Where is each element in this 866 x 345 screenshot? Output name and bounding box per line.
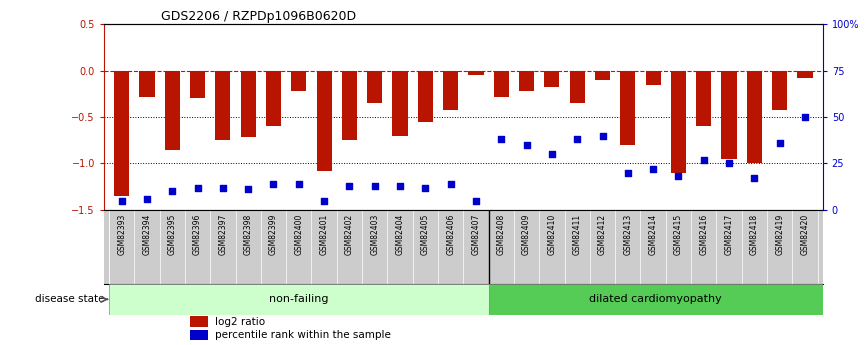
Bar (191, 316, 208, 327)
Text: GSM82405: GSM82405 (421, 214, 430, 255)
Point (267, 181, 281, 187)
Text: GSM82410: GSM82410 (547, 214, 556, 255)
Text: GSM82406: GSM82406 (446, 214, 456, 255)
Bar (469, 71, 483, 75)
Bar (190, 71, 205, 98)
Text: GSM82393: GSM82393 (117, 214, 126, 255)
Text: GSM82415: GSM82415 (674, 214, 683, 255)
Text: GSM82414: GSM82414 (649, 214, 657, 255)
Bar (570, 71, 585, 103)
Text: GSM82409: GSM82409 (522, 214, 531, 255)
Text: GSM82407: GSM82407 (471, 214, 481, 255)
Text: GSM82419: GSM82419 (775, 214, 785, 255)
Point (697, 157, 711, 162)
Bar (545, 71, 559, 87)
Text: GSM82404: GSM82404 (396, 214, 404, 255)
Text: GSM82417: GSM82417 (725, 214, 734, 255)
Text: GSM82400: GSM82400 (294, 214, 303, 255)
Bar (620, 71, 636, 145)
Bar (595, 71, 611, 80)
Bar (494, 71, 509, 97)
Bar (645, 71, 661, 85)
Bar (417, 71, 433, 122)
Point (114, 198, 128, 203)
Text: non-failing: non-failing (269, 294, 328, 304)
Bar (746, 71, 762, 164)
Text: GSM82412: GSM82412 (598, 214, 607, 255)
Point (140, 196, 154, 201)
Text: log2 ratio: log2 ratio (216, 317, 266, 327)
Bar (443, 71, 458, 110)
Bar (165, 71, 180, 149)
Bar (488, 284, 823, 315)
Point (216, 185, 229, 190)
Point (368, 183, 382, 188)
Point (621, 170, 635, 176)
Text: GSM82395: GSM82395 (168, 214, 177, 255)
Text: GDS2206 / RZPDp1096B0620D: GDS2206 / RZPDp1096B0620D (161, 10, 357, 23)
Text: GSM82399: GSM82399 (269, 214, 278, 255)
Text: GSM82394: GSM82394 (142, 214, 152, 255)
Text: GSM82418: GSM82418 (750, 214, 759, 255)
Text: GSM82402: GSM82402 (345, 214, 354, 255)
Bar (266, 71, 281, 126)
Text: GSM82416: GSM82416 (699, 214, 708, 255)
Point (798, 114, 812, 120)
Text: dilated cardiomyopathy: dilated cardiomyopathy (589, 294, 722, 304)
Point (772, 140, 786, 146)
Point (317, 198, 331, 203)
Point (292, 181, 306, 187)
Point (571, 137, 585, 142)
Bar (696, 71, 711, 126)
Point (596, 133, 610, 138)
Bar (316, 71, 332, 171)
Bar (109, 284, 488, 315)
Point (722, 161, 736, 166)
Point (342, 183, 356, 188)
Text: percentile rank within the sample: percentile rank within the sample (216, 330, 391, 340)
Bar (114, 71, 129, 196)
Point (165, 188, 179, 194)
Point (671, 174, 685, 179)
Point (418, 185, 432, 190)
Text: GSM82396: GSM82396 (193, 214, 202, 255)
Point (242, 187, 255, 192)
Text: GSM82420: GSM82420 (800, 214, 810, 255)
Bar (342, 71, 357, 140)
Bar (392, 71, 408, 136)
Text: GSM82411: GSM82411 (572, 214, 582, 255)
Bar (139, 71, 154, 97)
Point (494, 137, 508, 142)
Point (469, 198, 483, 203)
Point (191, 185, 204, 190)
Text: GSM82408: GSM82408 (497, 214, 506, 255)
Text: GSM82398: GSM82398 (243, 214, 253, 255)
Point (747, 176, 761, 181)
Bar (519, 71, 534, 91)
Point (545, 151, 559, 157)
Bar (241, 71, 255, 137)
Text: GSM82413: GSM82413 (624, 214, 632, 255)
Bar (216, 71, 230, 140)
Bar (772, 71, 787, 110)
Bar (367, 71, 382, 103)
Point (646, 166, 660, 172)
Bar (721, 71, 737, 159)
Text: disease state: disease state (35, 294, 105, 304)
Point (520, 142, 533, 148)
Point (393, 183, 407, 188)
Bar (671, 71, 686, 173)
Point (443, 181, 457, 187)
Bar (798, 71, 812, 78)
Bar (291, 71, 307, 91)
Text: GSM82397: GSM82397 (218, 214, 228, 255)
Text: GSM82403: GSM82403 (371, 214, 379, 255)
Text: GSM82401: GSM82401 (320, 214, 328, 255)
Bar (191, 330, 208, 340)
